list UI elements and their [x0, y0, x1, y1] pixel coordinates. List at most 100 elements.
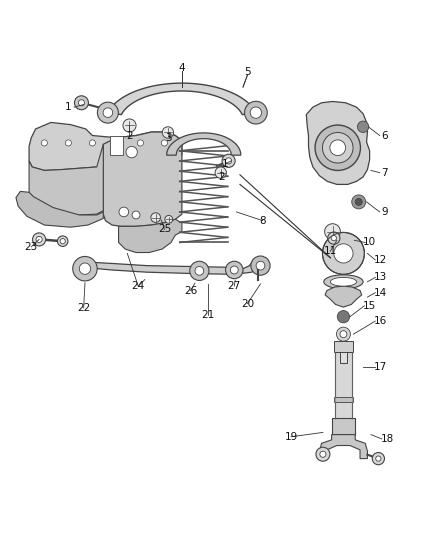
Text: 19: 19: [284, 432, 298, 442]
Circle shape: [322, 133, 353, 163]
Polygon shape: [166, 133, 241, 155]
Text: 21: 21: [201, 310, 215, 319]
Bar: [334, 341, 353, 352]
Circle shape: [73, 256, 97, 281]
Circle shape: [78, 100, 85, 106]
Circle shape: [79, 263, 91, 274]
Circle shape: [251, 256, 270, 275]
Circle shape: [103, 108, 113, 117]
Polygon shape: [119, 220, 182, 253]
Text: 2: 2: [126, 131, 133, 141]
Bar: [332, 418, 355, 434]
Circle shape: [32, 233, 46, 246]
Circle shape: [162, 127, 173, 138]
Circle shape: [36, 236, 42, 243]
Polygon shape: [79, 259, 263, 274]
Circle shape: [41, 140, 47, 146]
Circle shape: [357, 121, 369, 133]
Circle shape: [226, 158, 232, 164]
Circle shape: [315, 125, 360, 171]
Circle shape: [337, 311, 350, 323]
Circle shape: [113, 140, 120, 146]
Text: 16: 16: [374, 316, 387, 326]
Text: 5: 5: [244, 67, 251, 77]
Text: 12: 12: [374, 255, 387, 265]
Bar: [334, 397, 353, 402]
Circle shape: [126, 147, 138, 158]
Circle shape: [322, 232, 364, 274]
Polygon shape: [29, 144, 103, 215]
Circle shape: [256, 261, 265, 270]
Ellipse shape: [330, 277, 357, 286]
Circle shape: [328, 232, 340, 244]
Circle shape: [316, 447, 330, 461]
Circle shape: [60, 239, 65, 244]
Text: 25: 25: [158, 224, 171, 235]
Text: 4: 4: [179, 63, 185, 73]
Circle shape: [215, 167, 226, 179]
Circle shape: [65, 140, 71, 146]
Circle shape: [330, 140, 346, 156]
Text: 13: 13: [374, 272, 387, 282]
Polygon shape: [306, 101, 370, 184]
Polygon shape: [319, 434, 367, 458]
Text: 11: 11: [324, 246, 337, 256]
Circle shape: [352, 195, 366, 209]
Polygon shape: [16, 191, 103, 227]
Circle shape: [119, 207, 129, 217]
Text: 26: 26: [184, 286, 197, 295]
Polygon shape: [325, 286, 362, 307]
Circle shape: [250, 107, 261, 118]
Circle shape: [222, 154, 235, 167]
Circle shape: [97, 102, 118, 123]
Circle shape: [325, 224, 340, 239]
Text: 9: 9: [381, 207, 388, 217]
Circle shape: [190, 261, 209, 280]
Text: 8: 8: [259, 216, 266, 225]
Circle shape: [244, 101, 267, 124]
Circle shape: [226, 261, 243, 279]
Text: 7: 7: [381, 168, 388, 177]
Circle shape: [230, 266, 238, 274]
Bar: [335, 352, 352, 419]
Text: 20: 20: [241, 298, 254, 309]
Circle shape: [132, 211, 140, 219]
Text: 27: 27: [228, 281, 241, 291]
Polygon shape: [29, 123, 182, 171]
Text: 10: 10: [363, 238, 376, 247]
Circle shape: [331, 236, 336, 241]
Circle shape: [334, 244, 353, 263]
Text: 6: 6: [381, 131, 388, 141]
Circle shape: [89, 140, 95, 146]
Circle shape: [336, 327, 350, 341]
Ellipse shape: [324, 275, 363, 289]
Circle shape: [165, 215, 173, 223]
Circle shape: [151, 213, 160, 222]
Text: 2: 2: [218, 172, 225, 182]
Circle shape: [74, 96, 88, 110]
Circle shape: [355, 198, 362, 205]
Text: 1: 1: [65, 102, 72, 112]
Bar: [110, 135, 123, 155]
Circle shape: [161, 140, 167, 146]
Text: 24: 24: [131, 281, 145, 291]
Text: 17: 17: [374, 362, 387, 372]
Text: 18: 18: [381, 434, 394, 444]
Text: 14: 14: [374, 288, 387, 298]
Circle shape: [195, 266, 204, 275]
Bar: [340, 341, 347, 362]
Polygon shape: [103, 132, 182, 227]
Text: 22: 22: [77, 303, 90, 313]
Text: 23: 23: [25, 242, 38, 252]
Text: 15: 15: [363, 301, 376, 311]
Circle shape: [372, 453, 385, 465]
Circle shape: [123, 119, 136, 132]
Circle shape: [57, 236, 68, 246]
Text: 3: 3: [166, 133, 172, 143]
Polygon shape: [108, 83, 256, 115]
Text: 1: 1: [222, 159, 229, 169]
Circle shape: [138, 140, 144, 146]
Circle shape: [376, 456, 381, 461]
Circle shape: [320, 451, 326, 457]
Circle shape: [340, 330, 347, 338]
